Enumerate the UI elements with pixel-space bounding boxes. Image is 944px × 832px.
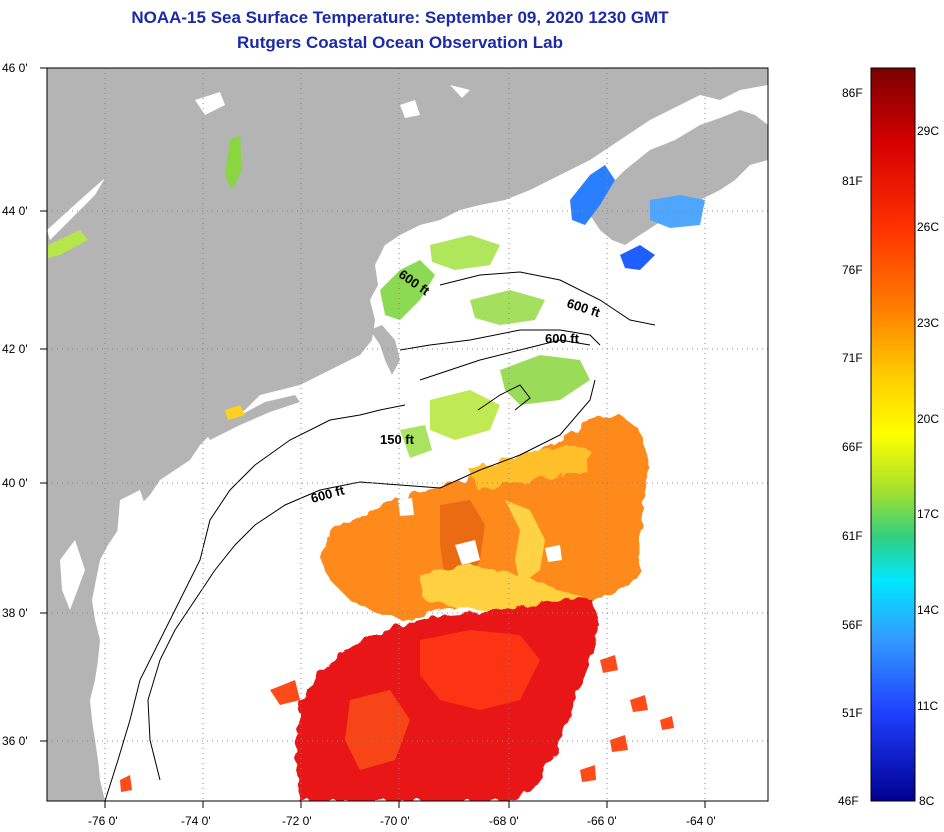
lat-tick-label: 42 0': [2, 342, 28, 356]
map-subtitle: Rutgers Coastal Ocean Observation Lab: [237, 33, 563, 52]
colorbar-f-label: 66F: [842, 440, 863, 454]
lon-tick-label: -64 0': [686, 814, 716, 828]
colorbar-c-label: 11C: [917, 699, 939, 713]
contour-600ft-south: [147, 379, 596, 781]
lon-tick-label: -72 0': [282, 814, 312, 828]
lon-tick-label: -76 0': [88, 814, 118, 828]
colorbar-f-label: 56F: [842, 618, 863, 632]
colorbar-f-label: 86F: [842, 86, 863, 100]
land-cape-cod: [370, 325, 400, 375]
map-title: NOAA-15 Sea Surface Temperature: Septemb…: [131, 8, 669, 27]
lat-tick-label: 38 0': [2, 606, 28, 620]
colorbar-f-label: 46F: [838, 794, 859, 808]
lon-tick-label: -68 0': [489, 814, 519, 828]
colorbar-c-label: 8C: [919, 794, 935, 808]
colorbar: [870, 67, 916, 802]
lat-tick-label: 40 0': [2, 476, 28, 490]
colorbar-c-label: 23C: [917, 316, 940, 330]
land-mainland: [47, 68, 768, 801]
lon-tick-label: -74 0': [181, 814, 211, 828]
colorbar-c-label: 14C: [917, 603, 940, 617]
contour-label: 600 ft: [545, 331, 580, 346]
colorbar-f-label: 81F: [842, 174, 863, 188]
contour-150ft: [104, 404, 406, 801]
colorbar-f-label: 76F: [842, 263, 863, 277]
lon-tick-label: -70 0': [380, 814, 410, 828]
colorbar-f-label: 51F: [842, 706, 863, 720]
colorbar-c-label: 17C: [917, 507, 940, 521]
colorbar-c-label: 26C: [917, 220, 940, 234]
land-long-island: [205, 395, 300, 440]
land-nova-scotia: [590, 110, 768, 245]
lon-tick-label: -66 0': [587, 814, 617, 828]
lat-tick-label: 44 0': [2, 204, 28, 218]
colorbar-f-label: 71F: [842, 351, 863, 365]
lat-tick-label: 46 0': [2, 61, 28, 75]
lat-tick-label: 36 0': [2, 734, 28, 748]
colorbar-c-label: 29C: [917, 124, 940, 138]
contour-label: 150 ft: [380, 432, 415, 447]
colorbar-c-label: 20C: [917, 412, 940, 426]
colorbar-f-label: 61F: [842, 529, 863, 543]
